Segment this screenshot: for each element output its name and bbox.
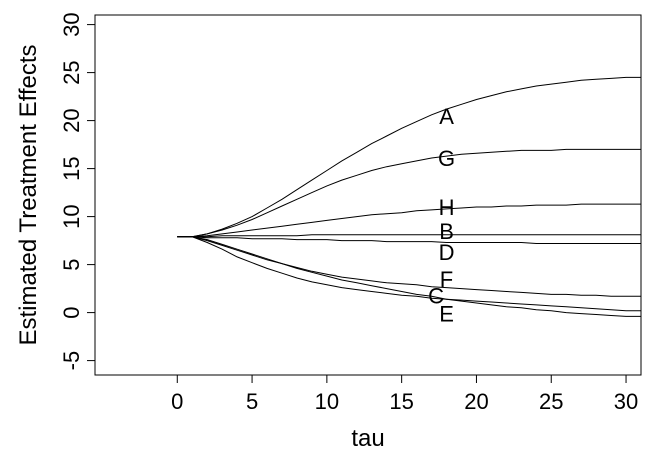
- x-tick-label: 10: [315, 389, 339, 414]
- y-tick-label: -5: [59, 351, 84, 371]
- y-tick-label: 20: [59, 108, 84, 132]
- series-line-E: [177, 236, 641, 312]
- series-line-H: [177, 203, 641, 238]
- curve-label-F: F: [440, 267, 453, 292]
- x-tick-label: 25: [539, 389, 563, 414]
- y-tick-label: 5: [59, 258, 84, 270]
- y-tick-label: 30: [59, 12, 84, 36]
- y-tick-label: 15: [59, 156, 84, 180]
- curve-label-C: C: [428, 283, 444, 308]
- series-group: [177, 76, 641, 317]
- series-line-G: [177, 148, 641, 238]
- x-axis-label: tau: [351, 425, 384, 452]
- plot-frame: [94, 14, 642, 376]
- y-tick-label: 25: [59, 60, 84, 84]
- series-line-C: [177, 236, 641, 317]
- x-tick-label: 30: [614, 389, 638, 414]
- x-tick-label: 20: [464, 389, 488, 414]
- x-axis: 0 5 10 15 20 25 30: [171, 375, 638, 414]
- curve-label-A: A: [439, 104, 454, 129]
- curve-label-B: B: [439, 219, 454, 244]
- series-line-B: [177, 234, 641, 238]
- x-tick-label: 0: [171, 389, 183, 414]
- x-tick-label: 5: [246, 389, 258, 414]
- series-line-D: [177, 236, 641, 244]
- curve-label-G: G: [438, 146, 455, 171]
- y-axis: -5 0 5 10 15 20 25 30: [59, 12, 95, 370]
- y-tick-label: 10: [59, 204, 84, 228]
- y-tick-label: 0: [59, 306, 84, 318]
- y-axis-label: Estimated Treatment Effects: [15, 44, 42, 345]
- curve-label-D: D: [439, 240, 455, 265]
- series-line-A: [177, 76, 641, 238]
- curve-label-E: E: [439, 302, 454, 327]
- curve-label-H: H: [439, 195, 455, 220]
- series-line-F: [177, 236, 641, 297]
- x-tick-label: 15: [389, 389, 413, 414]
